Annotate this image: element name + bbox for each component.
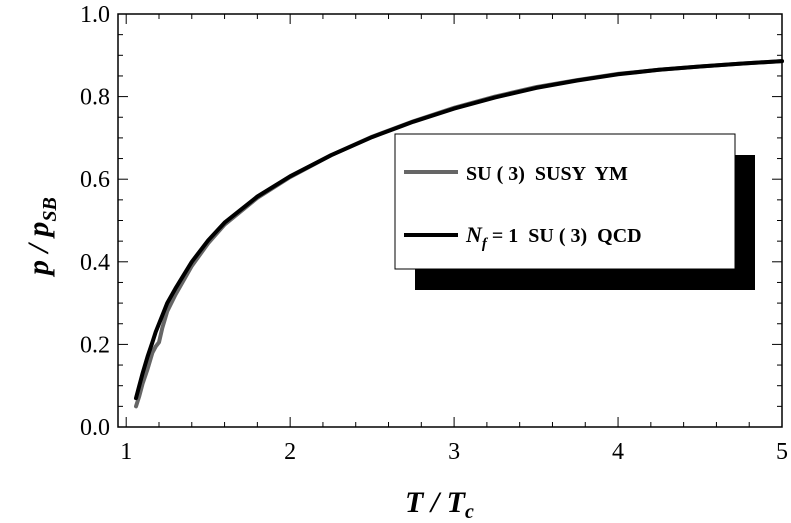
tick-labels: 1 2 3 4 5 0.0 0.2 0.4 0.6 0.8 1.0	[80, 2, 788, 465]
x-tick-label: 4	[612, 439, 624, 465]
x-tick-label: 1	[120, 439, 132, 465]
axis-ticks	[118, 13, 783, 428]
y-tick-label: 0.0	[80, 415, 110, 441]
x-tick-label: 5	[776, 439, 788, 465]
legend-label-qcd: Nf = 1 SU ( 3) QCD	[465, 222, 642, 252]
legend: SU ( 3) SUSY YM Nf = 1 SU ( 3) QCD	[394, 133, 755, 290]
x-tick-label: 2	[284, 439, 296, 465]
legend-box	[394, 133, 736, 270]
y-tick-label: 0.4	[80, 250, 110, 276]
legend-label-susy-ym: SU ( 3) SUSY YM	[466, 163, 628, 185]
x-tick-label: 3	[448, 439, 460, 465]
series-line-qcd	[134, 59, 784, 401]
plot-lines	[134, 59, 784, 409]
y-tick-label: 0.8	[80, 85, 110, 111]
y-tick-label: 0.2	[80, 332, 110, 358]
y-tick-label: 0.6	[80, 167, 110, 193]
x-axis-label: T / Tc	[405, 486, 474, 523]
y-tick-label: 1.0	[80, 2, 110, 28]
y-axis-label: p / pSB	[22, 197, 61, 278]
